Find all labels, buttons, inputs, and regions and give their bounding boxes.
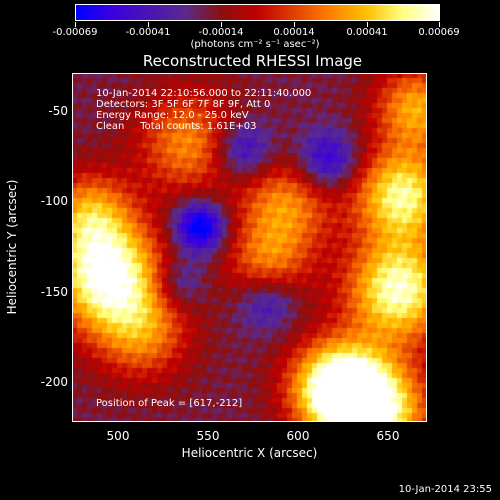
x-tick-label: 550	[196, 429, 220, 443]
y-tick-label: -50	[48, 104, 68, 118]
colorbar	[75, 4, 440, 21]
x-tick-label: 650	[376, 429, 400, 443]
timestamp: 10-Jan-2014 23:55	[398, 484, 492, 495]
x-axis-label: Heliocentric X (arcsec)	[181, 446, 318, 460]
colorbar-label: -0.00069	[52, 27, 98, 38]
peak-position-label: Position of Peak = [617,-212]	[96, 398, 243, 409]
y-tick-label: -200	[40, 375, 68, 389]
info-line-time: 10-Jan-2014 22:10:56.000 to 22:11:40.000	[96, 88, 312, 99]
info-line-detectors: Detectors: 3F 5F 6F 7F 8F 9F, Att 0	[96, 99, 271, 110]
info-line-energy: Energy Range: 12.0 - 25.0 keV	[96, 110, 249, 121]
y-axis-label: Heliocentric Y (arcsec)	[5, 179, 19, 315]
y-tick-label: -100	[40, 194, 68, 208]
colorbar-label: -0.00041	[125, 27, 171, 38]
colorbar-label: 0.00014	[273, 27, 315, 38]
colorbar-label: 0.00041	[346, 27, 388, 38]
x-tick-label: 600	[286, 429, 310, 443]
info-line-counts: Clean Total counts: 1.61E+03	[96, 121, 257, 132]
y-tick-label: -150	[40, 285, 68, 299]
plot-frame: 10-Jan-2014 22:10:56.000 to 22:11:40.000…	[72, 73, 427, 422]
x-tick-label: 500	[106, 429, 130, 443]
colorbar-units: (photons cm⁻² s⁻¹ asec⁻²)	[190, 39, 320, 50]
heatmap-image	[72, 73, 427, 422]
colorbar-label: -0.00014	[198, 27, 244, 38]
colorbar-label: 0.00069	[418, 27, 460, 38]
chart-title: Reconstructed RHESSI Image	[142, 52, 363, 70]
